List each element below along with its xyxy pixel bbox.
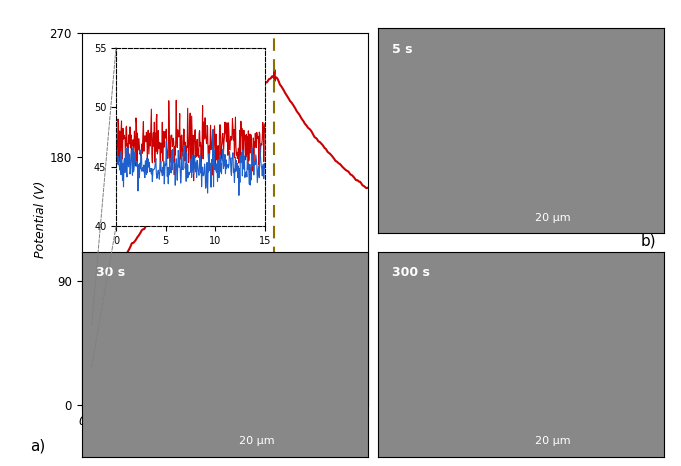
- Text: a): a): [30, 438, 46, 453]
- Probe 2: [126, 340, 134, 345]
- Bar: [82, 325, 92, 367]
- X-axis label: time (s): time (s): [199, 438, 251, 451]
- Text: 5 s: 5 s: [392, 42, 413, 55]
- Probe 1: [364, 185, 372, 191]
- Probe 1: [116, 260, 124, 266]
- Text: 20 μm: 20 μm: [535, 212, 571, 223]
- Probe 2: [228, 338, 236, 344]
- Probe 1: [126, 245, 134, 251]
- Probe 2: [364, 339, 372, 344]
- Probe 1: [78, 337, 86, 343]
- Probe 2: [89, 341, 97, 347]
- Probe 1: [270, 67, 279, 73]
- Probe 1: [174, 181, 183, 186]
- Text: 20 μm: 20 μm: [239, 436, 274, 446]
- Text: 20 μm: 20 μm: [535, 436, 571, 446]
- Text: 300 s: 300 s: [392, 266, 430, 279]
- Probe 2: [116, 340, 124, 346]
- Probe 1: [202, 148, 210, 153]
- Probe 2: [234, 338, 242, 344]
- Y-axis label: Potential (V): Potential (V): [34, 180, 47, 258]
- Text: c): c): [30, 465, 45, 466]
- Text: d): d): [641, 465, 656, 466]
- Text: b): b): [641, 233, 656, 248]
- Probe 1: [228, 117, 236, 123]
- Probe 1: [234, 110, 242, 116]
- Line: Probe 2: Probe 2: [82, 340, 368, 344]
- Text: 30 s: 30 s: [96, 266, 125, 279]
- Probe 2: [202, 339, 210, 344]
- Legend: Probe 1, Probe 2: Probe 1, Probe 2: [388, 39, 477, 81]
- Line: Probe 1: Probe 1: [82, 70, 368, 340]
- Probe 2: [78, 341, 86, 346]
- Probe 2: [341, 337, 349, 343]
- Probe 2: [174, 340, 183, 345]
